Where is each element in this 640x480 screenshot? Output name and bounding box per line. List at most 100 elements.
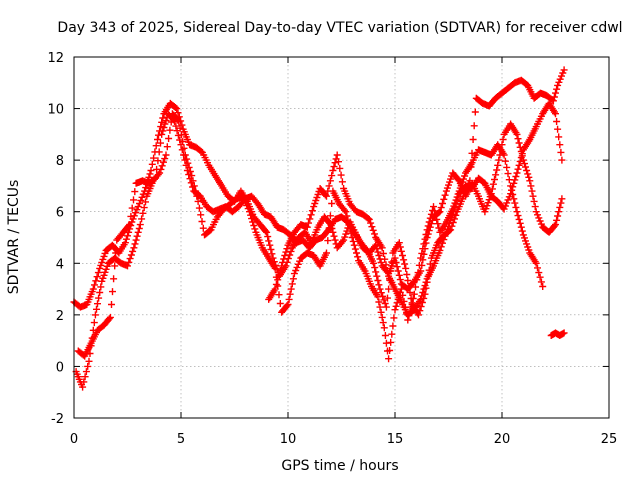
data-point — [307, 211, 315, 219]
data-point — [159, 127, 167, 135]
data-point — [288, 280, 296, 288]
data-point — [553, 118, 561, 125]
data-point — [195, 204, 203, 212]
data-point — [501, 202, 509, 210]
data-point — [556, 141, 564, 149]
data-point — [523, 167, 531, 174]
data-point — [331, 236, 339, 244]
data-point — [157, 139, 164, 147]
data-point — [515, 161, 523, 169]
data-point — [379, 292, 387, 300]
data-points — [70, 66, 568, 391]
data-point — [94, 269, 102, 277]
data-point — [248, 215, 256, 223]
data-point — [422, 278, 430, 286]
data-point — [199, 224, 207, 232]
data-point — [441, 232, 449, 240]
data-point — [108, 301, 115, 308]
data-point — [333, 151, 341, 159]
data-point — [324, 187, 332, 195]
data-point — [493, 166, 501, 174]
data-point — [308, 207, 316, 215]
data-point — [122, 235, 130, 243]
data-point — [392, 302, 400, 310]
data-point — [310, 203, 318, 211]
data-point — [467, 163, 475, 171]
data-point — [373, 272, 381, 280]
data-point — [418, 249, 426, 257]
data-point — [290, 270, 298, 278]
data-point — [517, 223, 525, 231]
data-point — [405, 283, 413, 290]
data-point — [536, 217, 544, 225]
data-point — [495, 156, 503, 164]
data-point — [154, 157, 162, 165]
data-point — [283, 245, 291, 253]
data-point — [421, 235, 429, 243]
data-point — [382, 261, 390, 269]
data-point — [539, 283, 547, 290]
x-axis-title: GPS time / hours — [281, 458, 398, 474]
data-point — [504, 170, 512, 178]
chart-title: Day 343 of 2025, Sidereal Day-to-day VTE… — [57, 20, 622, 36]
data-point — [503, 163, 511, 171]
data-point — [351, 245, 359, 253]
y-tick-label: 4 — [56, 257, 64, 272]
data-point — [324, 237, 332, 245]
y-tick-label: 0 — [56, 360, 64, 375]
data-point — [380, 296, 388, 304]
x-tick-label: 5 — [177, 432, 185, 447]
data-point — [127, 251, 135, 259]
data-point — [372, 268, 380, 276]
data-point — [424, 222, 432, 230]
data-point — [418, 292, 426, 300]
data-point — [558, 156, 566, 164]
data-point — [371, 230, 378, 238]
data-point — [449, 210, 457, 218]
data-point — [153, 165, 161, 173]
data-point — [262, 227, 269, 235]
data-point — [177, 141, 185, 149]
data-point — [173, 105, 181, 113]
data-point — [560, 66, 568, 74]
data-point — [388, 258, 396, 266]
data-point — [471, 108, 479, 116]
data-point — [80, 378, 88, 386]
data-point — [246, 208, 253, 216]
data-point — [514, 135, 522, 143]
data-point — [124, 262, 131, 270]
data-point — [412, 283, 419, 291]
data-point — [404, 277, 412, 284]
data-point — [426, 214, 434, 222]
data-point — [176, 136, 184, 144]
data-point — [433, 215, 441, 223]
data-point — [265, 237, 273, 245]
data-point — [381, 332, 389, 339]
data-point — [380, 324, 388, 332]
data-point — [328, 172, 336, 180]
data-point — [403, 271, 411, 278]
data-point — [431, 207, 439, 215]
data-point — [194, 197, 202, 205]
data-point — [421, 282, 429, 290]
data-point — [535, 214, 543, 222]
data-point — [417, 254, 425, 262]
data-point — [183, 167, 191, 174]
data-point — [325, 182, 333, 190]
data-point — [139, 209, 147, 217]
data-point — [436, 246, 444, 254]
data-point — [554, 125, 562, 133]
data-point — [125, 222, 133, 230]
data-point — [382, 339, 390, 347]
data-point — [558, 195, 566, 203]
data-point — [250, 222, 258, 229]
data-point — [508, 186, 516, 194]
data-point — [150, 154, 158, 162]
data-point — [406, 289, 414, 296]
data-point — [155, 148, 163, 156]
x-tick-labels: 0 5 10 15 20 25 — [70, 432, 617, 447]
data-point — [422, 231, 430, 238]
data-point — [514, 165, 522, 173]
data-point — [354, 253, 362, 261]
